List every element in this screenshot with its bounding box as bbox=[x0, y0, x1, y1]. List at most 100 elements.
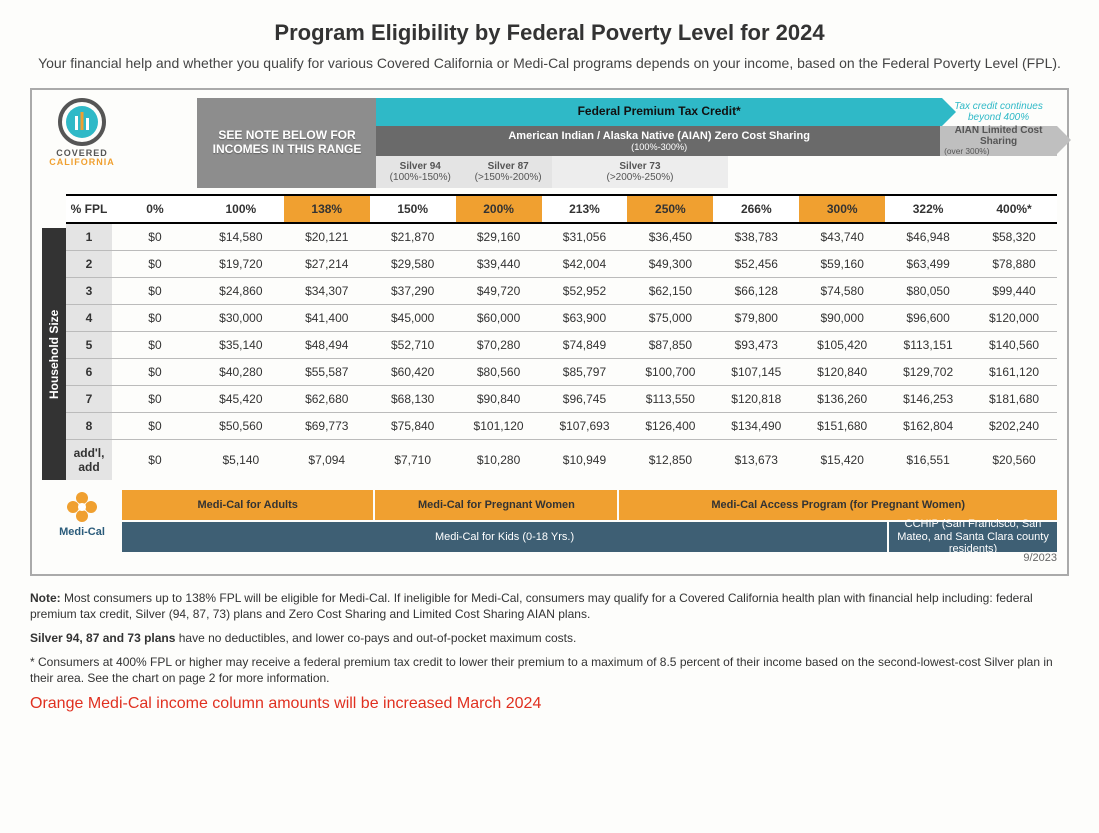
table-cell: $120,000 bbox=[971, 304, 1057, 331]
table-cell: $162,804 bbox=[885, 412, 971, 439]
note-3: * Consumers at 400% FPL or higher may re… bbox=[30, 654, 1069, 686]
footnotes: Note: Most consumers up to 138% FPL will… bbox=[30, 590, 1069, 687]
table-cell: $10,949 bbox=[542, 439, 628, 480]
table-cell: $68,130 bbox=[370, 385, 456, 412]
header-col: 0% bbox=[112, 195, 198, 223]
table-cell: $37,290 bbox=[370, 277, 456, 304]
aian-label: American Indian / Alaska Native (AIAN) Z… bbox=[508, 130, 810, 142]
table-cell: $107,145 bbox=[713, 358, 799, 385]
header-col: 100% bbox=[198, 195, 284, 223]
covered-ca-icon bbox=[58, 98, 106, 146]
subtitle: Your financial help and whether you qual… bbox=[30, 54, 1069, 74]
table-cell: $52,710 bbox=[370, 331, 456, 358]
table-cell: $40,280 bbox=[198, 358, 284, 385]
table-row: 4$0$30,000$41,400$45,000$60,000$63,900$7… bbox=[66, 304, 1057, 331]
table-cell: $34,307 bbox=[284, 277, 370, 304]
table-cell: $63,499 bbox=[885, 250, 971, 277]
table-cell: $12,850 bbox=[627, 439, 713, 480]
table-cell: $46,948 bbox=[885, 223, 971, 251]
table-cell: $21,870 bbox=[370, 223, 456, 251]
table-cell: $14,580 bbox=[198, 223, 284, 251]
table-cell: $60,000 bbox=[456, 304, 542, 331]
tax-credit-label: Federal Premium Tax Credit* bbox=[578, 105, 741, 118]
table-row: 5$0$35,140$48,494$52,710$70,280$74,849$8… bbox=[66, 331, 1057, 358]
table-row: 6$0$40,280$55,587$60,420$80,560$85,797$1… bbox=[66, 358, 1057, 385]
program-segment: Medi-Cal for Kids (0-18 Yrs.) bbox=[122, 522, 887, 552]
table-cell: $99,440 bbox=[971, 277, 1057, 304]
table-cell: $45,420 bbox=[198, 385, 284, 412]
row-label: 2 bbox=[66, 250, 112, 277]
table-cell: $43,740 bbox=[799, 223, 885, 251]
table-cell: $101,120 bbox=[456, 412, 542, 439]
table-row: 1$0$14,580$20,121$21,870$29,160$31,056$3… bbox=[66, 223, 1057, 251]
table-cell: $30,000 bbox=[198, 304, 284, 331]
program-segment: Medi-Cal for Adults bbox=[122, 490, 373, 520]
aian-tail-sub: (over 300%) bbox=[944, 147, 989, 156]
table-cell: $60,420 bbox=[370, 358, 456, 385]
silver-94-band: Silver 94 (100%-150%) bbox=[376, 156, 464, 188]
table-cell: $27,214 bbox=[284, 250, 370, 277]
note-1-bold: Note: bbox=[30, 591, 61, 605]
table-cell: $0 bbox=[112, 385, 198, 412]
covered-ca-logo: COVERED CALIFORNIA bbox=[42, 98, 122, 169]
table-cell: $120,840 bbox=[799, 358, 885, 385]
silver-87-band: Silver 87 (>150%-200%) bbox=[464, 156, 552, 188]
household-size-label: Household Size bbox=[42, 228, 66, 480]
table-cell: $29,160 bbox=[456, 223, 542, 251]
table-cell: $41,400 bbox=[284, 304, 370, 331]
header-col: 250% bbox=[627, 195, 713, 223]
table-cell: $74,849 bbox=[542, 331, 628, 358]
table-cell: $0 bbox=[112, 277, 198, 304]
table-cell: $87,850 bbox=[627, 331, 713, 358]
silver-73-sub: (>200%-250%) bbox=[606, 172, 673, 183]
table-cell: $85,797 bbox=[542, 358, 628, 385]
table-cell: $75,000 bbox=[627, 304, 713, 331]
table-cell: $96,745 bbox=[542, 385, 628, 412]
row-label: add'l, add bbox=[66, 439, 112, 480]
table-cell: $161,120 bbox=[971, 358, 1057, 385]
bands-canvas: SEE NOTE BELOW FOR INCOMES IN THIS RANGE… bbox=[122, 98, 1057, 188]
header-col: 200% bbox=[456, 195, 542, 223]
program-segment: Medi-Cal for Pregnant Women bbox=[375, 490, 617, 520]
red-notice: Orange Medi-Cal income column amounts wi… bbox=[30, 695, 1069, 713]
table-cell: $49,300 bbox=[627, 250, 713, 277]
table-cell: $42,004 bbox=[542, 250, 628, 277]
header-col: 300% bbox=[799, 195, 885, 223]
table-cell: $69,773 bbox=[284, 412, 370, 439]
bands-row: COVERED CALIFORNIA SEE NOTE BELOW FOR IN… bbox=[42, 98, 1057, 188]
table-cell: $113,151 bbox=[885, 331, 971, 358]
table-cell: $15,420 bbox=[799, 439, 885, 480]
table-cell: $49,720 bbox=[456, 277, 542, 304]
table-cell: $29,580 bbox=[370, 250, 456, 277]
row-label: 8 bbox=[66, 412, 112, 439]
silver-73-label: Silver 73 bbox=[619, 161, 660, 172]
table-cell: $107,693 bbox=[542, 412, 628, 439]
table-cell: $136,260 bbox=[799, 385, 885, 412]
table-cell: $0 bbox=[112, 412, 198, 439]
table-cell: $75,840 bbox=[370, 412, 456, 439]
silver-94-label: Silver 94 bbox=[400, 161, 441, 172]
table-cell: $129,702 bbox=[885, 358, 971, 385]
flower-icon bbox=[65, 490, 99, 524]
aian-sub: (100%-300%) bbox=[631, 142, 687, 152]
note-1: Note: Most consumers up to 138% FPL will… bbox=[30, 590, 1069, 622]
table-cell: $0 bbox=[112, 223, 198, 251]
header-col: 266% bbox=[713, 195, 799, 223]
table-cell: $7,710 bbox=[370, 439, 456, 480]
table-cell: $80,560 bbox=[456, 358, 542, 385]
row-label: 6 bbox=[66, 358, 112, 385]
table-cell: $90,840 bbox=[456, 385, 542, 412]
aian-tail-label: AIAN Limited Cost Sharing bbox=[944, 125, 1053, 147]
table-cell: $55,587 bbox=[284, 358, 370, 385]
table-cell: $19,720 bbox=[198, 250, 284, 277]
row-label: 7 bbox=[66, 385, 112, 412]
table-cell: $20,121 bbox=[284, 223, 370, 251]
table-cell: $35,140 bbox=[198, 331, 284, 358]
silver-87-sub: (>150%-200%) bbox=[475, 172, 542, 183]
table-cell: $93,473 bbox=[713, 331, 799, 358]
header-fpl: % FPL bbox=[66, 195, 112, 223]
table-cell: $59,160 bbox=[799, 250, 885, 277]
table-cell: $78,880 bbox=[971, 250, 1057, 277]
table-cell: $16,551 bbox=[885, 439, 971, 480]
note-2-bold: Silver 94, 87 and 73 plans bbox=[30, 631, 175, 645]
